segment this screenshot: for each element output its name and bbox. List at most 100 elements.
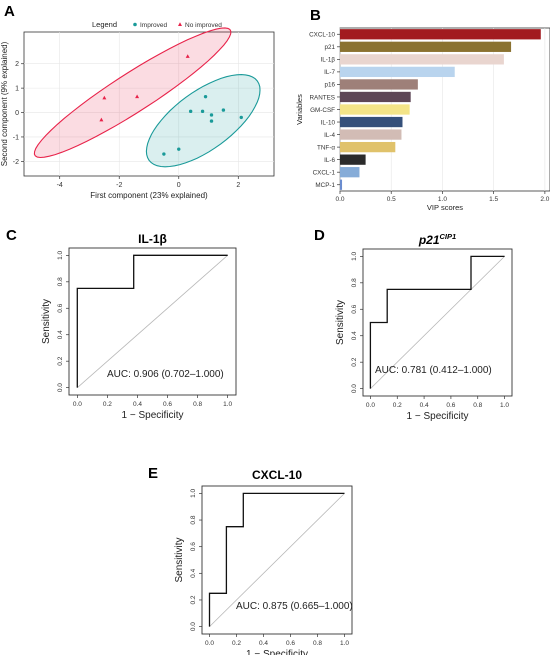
y-tick-label: 0.4 <box>190 568 197 577</box>
data-point <box>239 115 243 120</box>
y-tick-label: 0.6 <box>57 303 64 312</box>
y-tick-label: 0.0 <box>351 384 358 393</box>
vip-bar-8 <box>340 129 402 140</box>
roc-p21-panel: 0.0 0.2 0.4 0.6 0.8 1.0 0.0 0.2 0.4 0.6 0.8 1.0 1 − … <box>335 232 513 422</box>
y-tick-label: 2 <box>15 61 19 68</box>
x-tick-label: 0.2 <box>232 640 241 647</box>
data-point <box>185 54 190 58</box>
plot-border <box>201 485 353 635</box>
x-tick-label: 2 <box>236 182 240 189</box>
y-tick-label: 1.0 <box>351 251 358 260</box>
y-axis-title: Second component (9% explained) <box>0 41 9 166</box>
y-tick-label: 0.2 <box>190 595 197 604</box>
legend-entry: No improved <box>185 22 222 29</box>
panel-label-a: A <box>4 3 15 20</box>
legend-entry: Improved <box>140 22 167 29</box>
x-axis-title: VIP scores <box>427 203 463 212</box>
vip-bar-0 <box>340 29 541 40</box>
chart-title: CXCL-10 <box>252 468 302 482</box>
x-tick-label: 0.6 <box>286 640 295 647</box>
pca-scatter-panel: -4 -2 0 2 -2 -1 0 1 2 First component (23% explai… <box>0 20 275 200</box>
vip-bar-11 <box>340 167 360 178</box>
data-point <box>135 94 140 99</box>
data-point <box>162 152 166 156</box>
x-tick-label: 1.0 <box>223 401 232 408</box>
category-label: IL-6 <box>324 157 335 164</box>
category-label: p21 <box>324 44 335 51</box>
y-tick-label: 0.0 <box>57 383 64 392</box>
data-point <box>99 117 104 122</box>
x-tick-label: 1.0 <box>500 402 509 409</box>
y-tick-label: 0.8 <box>351 278 358 287</box>
vip-bar-6 <box>340 104 410 115</box>
category-label: IL-7 <box>324 69 335 76</box>
y-axis-title: Sensitivity <box>174 537 185 582</box>
data-point <box>209 119 214 123</box>
chance-diagonal <box>209 493 345 627</box>
vip-bar-2 <box>340 54 504 65</box>
x-tick-label: 0.4 <box>420 402 429 409</box>
category-label: p16 <box>324 82 335 89</box>
x-tick-label: 1.0 <box>438 196 447 203</box>
data-point <box>177 147 181 151</box>
y-tick-label: 0.0 <box>190 622 197 631</box>
x-tick-label: 2.0 <box>540 196 549 203</box>
category-label: IL-10 <box>321 119 336 126</box>
roc-cxcl10-panel: 0.0 0.2 0.4 0.6 0.8 1.0 0.0 0.2 0.4 0.6 0.8 1.0 1 − … <box>174 468 353 655</box>
x-axis-title: 1 − Specificity <box>407 411 469 422</box>
x-tick-label: 0.0 <box>205 640 214 647</box>
x-axis-title: First component (23% explained) <box>90 191 208 200</box>
data-point <box>200 109 205 114</box>
roc-curve <box>208 492 345 627</box>
category-label: TNF-α <box>317 144 335 151</box>
x-tick-label: 0.0 <box>366 402 375 409</box>
x-tick-label: 0.8 <box>193 401 202 408</box>
data-point <box>203 94 208 99</box>
x-tick-label: -2 <box>116 182 122 189</box>
y-tick-label: 0.8 <box>57 277 64 286</box>
x-tick-label: 0.8 <box>473 402 482 409</box>
legend-swatch <box>133 22 137 27</box>
x-tick-label: 0.6 <box>446 402 455 409</box>
x-axis-title: 1 − Specificity <box>122 410 184 421</box>
vip-bar-4 <box>340 79 418 90</box>
x-tick-label: 0.8 <box>313 640 322 647</box>
y-axis-title: Sensitivity <box>41 299 52 344</box>
auc-annotation: AUC: 0.781 (0.412–1.000) <box>375 365 492 376</box>
y-axis-title: Variables <box>295 94 304 125</box>
plot-border <box>362 248 513 397</box>
x-axis-title: 1 − Specificity <box>246 649 308 655</box>
x-tick-label: 0.2 <box>393 402 402 409</box>
confidence-ellipse-0 <box>145 74 261 168</box>
confidence-ellipse-1 <box>33 27 232 159</box>
data-point <box>188 109 193 114</box>
vip-bar-9 <box>340 141 396 153</box>
y-tick-label: 0.2 <box>57 356 64 365</box>
data-point <box>221 108 226 112</box>
vip-bar-1 <box>340 41 512 52</box>
x-tick-label: 1.5 <box>489 196 498 203</box>
category-label: RANTES <box>309 94 335 101</box>
y-tick-label: 1.0 <box>57 250 64 259</box>
auc-annotation: AUC: 0.906 (0.702–1.000) <box>107 369 224 380</box>
y-tick-label: 1.0 <box>190 489 197 498</box>
chart-title-main: CXCL-10 <box>252 468 302 482</box>
vip-bar-5 <box>340 91 411 103</box>
plot-border <box>68 247 237 396</box>
x-tick-label: 0.4 <box>133 401 142 408</box>
x-tick-label: 0.0 <box>73 401 82 408</box>
y-tick-label: 0.8 <box>190 515 197 524</box>
auc-annotation: AUC: 0.875 (0.665–1.000) <box>236 601 353 612</box>
chart-title-main: IL-1β <box>138 232 167 246</box>
vip-bar-12 <box>340 179 343 190</box>
x-tick-label: 0.4 <box>259 640 268 647</box>
chart-title: p21CIP1 <box>418 232 456 247</box>
category-label: IL-1β <box>321 57 336 64</box>
panel-label-c: C <box>6 227 17 244</box>
legend-swatch <box>178 22 182 26</box>
y-tick-label: 0 <box>15 110 19 117</box>
x-tick-label: 0.0 <box>335 196 344 203</box>
x-tick-label: 0.6 <box>163 401 172 408</box>
vip-bar-10 <box>340 154 366 165</box>
